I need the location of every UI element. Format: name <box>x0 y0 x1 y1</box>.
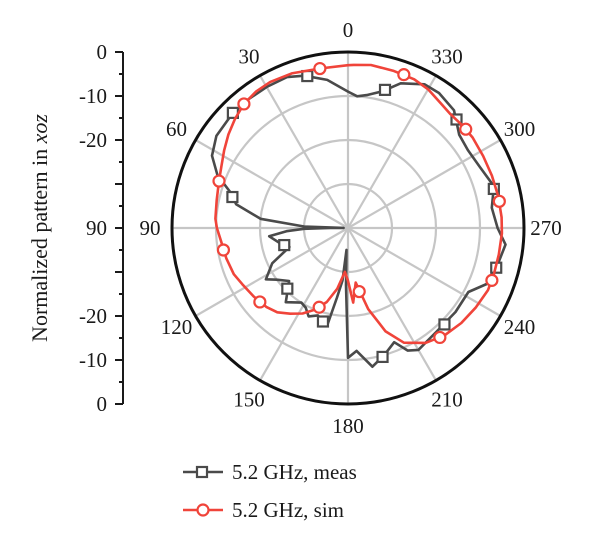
grid-spoke <box>347 227 437 381</box>
marker-square <box>226 190 239 204</box>
marker-square <box>316 315 330 328</box>
marker-square <box>278 238 291 252</box>
legend-marker-circle <box>196 503 210 517</box>
grid-spoke <box>195 139 349 229</box>
marker-square <box>438 318 451 331</box>
legend-item: 5.2 GHz, sim <box>183 498 344 522</box>
radial-axis-tick-labels: 0 0 -10 -10 -20 -20 90 <box>79 40 107 416</box>
angle-label: 90 <box>140 216 161 240</box>
angle-label: 180 <box>332 414 364 438</box>
radial-tick-label: -20 <box>79 128 107 152</box>
y-axis-label-text: Normalized pattern in <box>27 143 52 342</box>
radial-tick-label: 0 <box>97 392 108 416</box>
angle-label: 330 <box>431 45 463 69</box>
angle-label: 0 <box>343 18 354 42</box>
legend-item: 5.2 GHz, meas <box>183 460 357 484</box>
angle-label: 30 <box>239 45 260 69</box>
angle-label: 120 <box>161 315 193 339</box>
grid-spoke <box>347 227 501 317</box>
series-line <box>214 63 504 345</box>
angle-label: 300 <box>504 117 536 141</box>
radial-tick-label: -20 <box>79 304 107 328</box>
radial-axis-ticks <box>115 51 123 405</box>
marker-circle <box>216 243 231 257</box>
marker-circle <box>352 284 366 299</box>
marker-square <box>378 83 392 96</box>
radial-tick-label: -10 <box>79 348 107 372</box>
marker-circle <box>313 61 327 76</box>
radial-tick-label: 0 <box>97 40 108 64</box>
legend-label: 5.2 GHz, meas <box>232 460 357 484</box>
outer-ring <box>170 50 526 406</box>
radial-tick-label: 90 <box>86 216 107 240</box>
marker-circle <box>397 68 411 82</box>
series-sim <box>212 61 506 345</box>
radial-tick-label: -10 <box>79 84 107 108</box>
marker-circle <box>492 194 506 208</box>
radial-axis: 0 0 -10 -10 -20 -20 90 <box>79 40 124 416</box>
y-axis-label-italic: xoz <box>27 114 52 145</box>
grid-spoke <box>347 75 437 229</box>
grid-spoke <box>347 139 501 229</box>
angle-labels: 0 30 60 90 120 150 180 210 240 270 300 330 <box>140 18 562 438</box>
marker-square <box>281 282 294 295</box>
marker-circle <box>253 295 267 309</box>
marker-circle <box>312 300 326 314</box>
angle-label: 270 <box>530 216 562 240</box>
legend-marker-square <box>195 465 209 479</box>
angle-label: 60 <box>166 117 187 141</box>
grid-spoke <box>259 75 349 229</box>
legend: 5.2 GHz, meas 5.2 GHz, sim <box>183 460 357 522</box>
marker-circle <box>212 174 226 188</box>
grid-spoke <box>195 227 349 317</box>
marker-circle <box>433 330 447 345</box>
legend-label: 5.2 GHz, sim <box>232 498 344 522</box>
marker-square <box>376 350 389 364</box>
marker-circle <box>485 273 499 287</box>
angle-label: 210 <box>431 387 463 411</box>
angle-label: 240 <box>504 315 536 339</box>
y-axis-label: Normalized pattern in xoz <box>27 114 52 342</box>
series-layer <box>210 61 507 368</box>
marker-circle <box>459 122 473 136</box>
marker-circle <box>237 97 251 111</box>
angle-label: 150 <box>233 387 265 411</box>
